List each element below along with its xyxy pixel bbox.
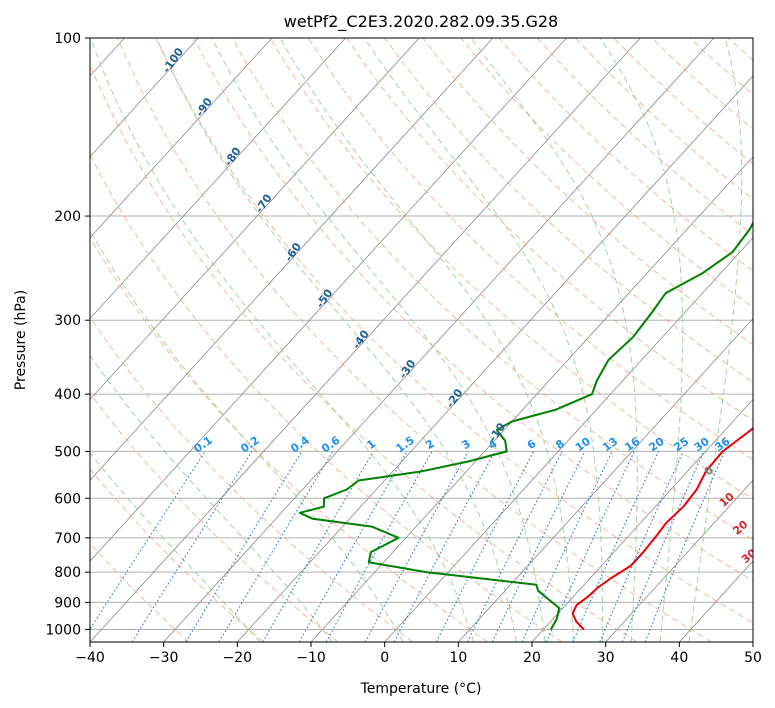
mixing-ratio-line bbox=[325, 451, 433, 642]
isotherm-line bbox=[605, 479, 753, 642]
dry-adiabat-line bbox=[90, 542, 190, 642]
grid-layer bbox=[90, 38, 753, 642]
mixing-ratio-line bbox=[435, 451, 535, 642]
dry-adiabat-line bbox=[90, 63, 638, 642]
mixing-ratio-line bbox=[364, 451, 469, 642]
x-tick-label: 0 bbox=[380, 650, 389, 666]
moist-adiabat-line bbox=[279, 38, 575, 642]
isotherm-line bbox=[458, 317, 753, 642]
axis-ticks: −40 −30 −20 −10 0 10 20 30 40 50 100 200 300 400 500 60… bbox=[45, 31, 762, 666]
y-tick-label: 600 bbox=[54, 491, 81, 507]
dewpoint-profile-line bbox=[298, 220, 753, 630]
isotherm-line bbox=[90, 38, 420, 401]
y-tick-label: 500 bbox=[54, 444, 81, 460]
isotherm-line bbox=[90, 38, 346, 320]
mixing-ratio-line bbox=[644, 451, 726, 642]
dry-adiabat-line bbox=[346, 38, 753, 422]
mixing-ratio-line bbox=[621, 451, 705, 642]
mixing-ratio-line bbox=[298, 451, 408, 642]
x-tick-label: 10 bbox=[449, 650, 467, 666]
moist-adiabat-line bbox=[156, 38, 517, 642]
mixing-ratio-line bbox=[185, 451, 303, 642]
isotherm-line bbox=[384, 237, 753, 642]
y-tick-label: 100 bbox=[54, 31, 81, 47]
moist-adiabat-line bbox=[211, 38, 546, 642]
mixing-ratio-line bbox=[90, 451, 206, 631]
x-tick-label: 50 bbox=[744, 650, 762, 666]
y-axis-label: Pressure (hPa) bbox=[13, 290, 29, 390]
moist-adiabat-line bbox=[90, 229, 404, 642]
moist-adiabat-line bbox=[470, 38, 638, 642]
moist-adiabat-line bbox=[90, 38, 475, 642]
y-tick-label: 800 bbox=[54, 565, 81, 581]
x-tick-label: −40 bbox=[75, 650, 105, 666]
y-tick-label: 400 bbox=[54, 387, 81, 403]
dry-adiabat-line bbox=[231, 38, 753, 541]
x-tick-label: −30 bbox=[149, 650, 179, 666]
y-tick-label: 900 bbox=[54, 595, 81, 611]
x-tick-label: −10 bbox=[296, 650, 326, 666]
y-tick-label: 300 bbox=[54, 313, 81, 329]
dry-adiabat-line bbox=[307, 38, 753, 461]
x-tick-label: −20 bbox=[223, 650, 253, 666]
dry-adiabat-line bbox=[90, 153, 563, 642]
temperature-profile-line bbox=[571, 426, 753, 631]
x-tick-label: 40 bbox=[670, 650, 688, 666]
y-tick-label: 1000 bbox=[45, 622, 81, 638]
moist-adiabat-line bbox=[688, 38, 743, 642]
dry-adiabat-line bbox=[193, 38, 753, 582]
mixing-ratio-line bbox=[572, 451, 660, 642]
dry-adiabat-line bbox=[90, 236, 488, 642]
isotherm-line bbox=[90, 38, 494, 481]
dry-adiabat-line bbox=[269, 38, 753, 500]
moist-adiabat-line bbox=[90, 354, 333, 642]
sounding-series bbox=[298, 220, 753, 631]
dry-adiabat-line bbox=[155, 38, 753, 624]
isotherm-line bbox=[531, 398, 753, 642]
x-tick-label: 30 bbox=[597, 650, 615, 666]
y-tick-label: 200 bbox=[54, 209, 81, 225]
mixing-ratio-line bbox=[467, 451, 563, 642]
isotherm-line bbox=[237, 75, 753, 642]
isotherm-line bbox=[90, 38, 567, 562]
isotherm-line bbox=[90, 38, 199, 158]
x-tick-label: 20 bbox=[523, 650, 541, 666]
moist-adiabat-line bbox=[364, 38, 603, 642]
plot-frame bbox=[89, 37, 754, 643]
y-tick-label: 700 bbox=[54, 531, 81, 547]
dry-adiabat-line bbox=[90, 468, 264, 642]
isotherm-line bbox=[90, 38, 273, 239]
chart-title: wetPf2_C2E3.2020.282.09.35.G28 bbox=[284, 12, 558, 32]
moist-adiabat-line bbox=[599, 38, 684, 642]
isotherm-line bbox=[163, 38, 715, 642]
x-axis-label: Temperature (°C) bbox=[360, 681, 482, 697]
dry-adiabat-line bbox=[117, 38, 712, 642]
isotherm-line bbox=[90, 38, 641, 642]
reference-lines bbox=[90, 38, 753, 642]
